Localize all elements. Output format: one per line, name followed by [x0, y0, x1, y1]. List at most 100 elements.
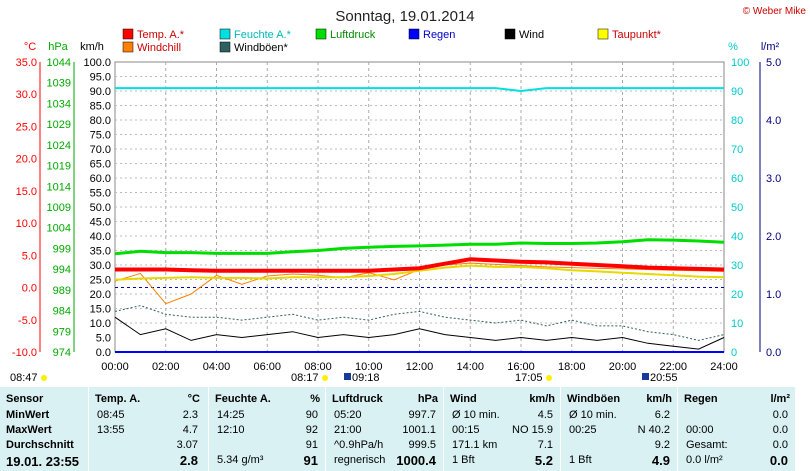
cell-label: 14:25 — [217, 409, 245, 421]
wind-tick-label: 50.0 — [90, 202, 111, 214]
cell-label: 05:20 — [334, 409, 362, 421]
moonrise-icon — [344, 373, 351, 380]
temp-tick-label: 20.0 — [16, 154, 37, 166]
temp-tick-label: -5.0 — [18, 315, 37, 327]
temp-tick-label: 15.0 — [16, 186, 37, 198]
x-tick-label: 24:00 — [710, 361, 738, 373]
rain-tick-label: 4.0 — [766, 115, 781, 127]
sunset-icon — [546, 375, 552, 381]
legend-swatch-2 — [315, 28, 327, 40]
cell-value: 9.2 — [654, 439, 670, 451]
cell-label: Ø 10 min. — [569, 409, 617, 421]
humidity-axis-unit: % — [728, 41, 738, 53]
humidity-tick-label: 30 — [731, 260, 743, 272]
grid-lines — [115, 62, 724, 352]
x-tick-label: 06:00 — [253, 361, 281, 373]
temp-tick-label: 0.0 — [22, 283, 37, 295]
legend-swatch-6 — [122, 41, 134, 53]
cell-label: 12:10 — [217, 424, 245, 436]
humidity-tick-label: 40 — [731, 231, 743, 243]
wind-tick-label: 35.0 — [90, 246, 111, 258]
wind-axis-unit: km/h — [80, 41, 104, 53]
chart-legend: Temp. A.* Feuchte A.* Luftdruck Regen Wind Ta… — [122, 28, 662, 54]
table-divider — [0, 386, 810, 387]
pressure-tick-label: 1044 — [47, 57, 71, 69]
bottom-time-markers: 00:00 02:00 04:00 06:00 08:00 10:00 12:00 14:00… — [10, 361, 738, 384]
cell-value: 5.2 — [534, 453, 553, 468]
wind-tick-label: 90.0 — [90, 86, 111, 98]
x-tick-label: 20:00 — [609, 361, 637, 373]
row-label-min: MinWert — [6, 409, 50, 421]
column-header: Wind — [450, 393, 477, 405]
cell-value: 92 — [305, 424, 318, 436]
temp-tick-label: 30.0 — [16, 89, 37, 101]
wind-tick-label: 15.0 — [90, 304, 111, 316]
row-label-avg: Durchschnitt — [6, 439, 74, 451]
humidity-tick-label: 20 — [731, 289, 743, 301]
x-tick-label: 02:00 — [152, 361, 180, 373]
row-label-current: 19.01. 23:55 — [6, 454, 80, 469]
legend-swatch-7 — [219, 41, 231, 53]
column-header: Luftdruck — [332, 393, 383, 405]
pressure-tick-label: 1004 — [47, 223, 71, 235]
wind-tick-label: 45.0 — [90, 217, 111, 229]
legend-label-5: Taupunkt* — [612, 29, 662, 41]
cell-value: 997.7 — [408, 409, 436, 421]
table-column: Feuchte A.% 14:25 90 12:10 92 91 5.34 g/m³ 91 — [208, 386, 326, 471]
cell-value: 4.5 — [537, 409, 553, 421]
legend-swatch-0 — [122, 28, 134, 40]
pressure-tick-label: 1034 — [47, 98, 71, 110]
pressure-tick-label: 989 — [53, 285, 71, 297]
rain-tick-label: 2.0 — [766, 231, 781, 243]
legend-label-2: Luftdruck — [330, 29, 376, 41]
pressure-tick-label: 984 — [53, 306, 71, 318]
cell-value: 2.8 — [179, 453, 198, 468]
weather-chart: Sonntag, 19.01.2014 © Weber Mike Temp. A… — [10, 6, 806, 384]
cell-value: 999.5 — [408, 439, 436, 451]
wind-tick-label: 80.0 — [90, 115, 111, 127]
pressure-tick-label: 1019 — [47, 161, 71, 173]
cell-label: 1 Bft — [569, 454, 592, 466]
cell-value: 91 — [303, 453, 318, 468]
pressure-tick-label: 1014 — [47, 181, 71, 193]
axis-tick-labels: °C hPa km/h% l/m² 35.0 30.0 25.0 20.0 15.0 10.0 5.… — [12, 41, 781, 359]
rain-tick-label: 1.0 — [766, 289, 781, 301]
humidity-tick-label: 80 — [731, 115, 743, 127]
pressure-tick-label: 994 — [53, 264, 71, 276]
moonrise-time: 09:18 — [352, 372, 380, 384]
sun-icon — [41, 375, 47, 381]
temp-tick-label: -10.0 — [12, 347, 37, 359]
cell-value: 0.0 — [772, 439, 788, 451]
table-column: Windböen km/h Ø 10 min. 6.2 00:25 N 40.2 9.2 1 … — [560, 386, 678, 471]
cell-value: 1000.4 — [396, 453, 436, 468]
column-unit: km/h — [646, 393, 672, 405]
humidity-tick-label: 70 — [731, 144, 743, 156]
wind-tick-label: 40.0 — [90, 231, 111, 243]
temp-tick-label: 10.0 — [16, 218, 37, 230]
wind-tick-label: 0.0 — [96, 347, 111, 359]
column-header: Windböen — [567, 393, 621, 405]
time-label-left: 08:47 — [10, 372, 38, 384]
cell-label: 5.34 g/m³ — [217, 454, 264, 466]
wind-tick-label: 65.0 — [90, 159, 111, 171]
cell-value: 1001.1 — [402, 424, 436, 436]
rain-tick-label: 0.0 — [766, 347, 781, 359]
wind-tick-label: 10.0 — [90, 318, 111, 330]
column-unit: % — [310, 393, 320, 405]
legend-label-3: Regen — [423, 29, 455, 41]
temp-tick-label: 35.0 — [16, 57, 37, 69]
sunrise-icon — [322, 375, 328, 381]
cell-label: 1 Bft — [452, 454, 475, 466]
wind-tick-label: 60.0 — [90, 173, 111, 185]
cell-label: 00:15 — [452, 424, 480, 436]
rain-tick-label: 3.0 — [766, 173, 781, 185]
cell-value: 0.0 — [772, 424, 788, 436]
table-column: Temp. A. °C 08:45 2.3 13:55 4.7 3.07 2.8 — [88, 386, 206, 471]
x-tick-label: 16:00 — [507, 361, 535, 373]
cell-value: 91 — [305, 439, 318, 451]
column-unit: l/m² — [770, 393, 790, 405]
cell-value: 0.0 — [769, 453, 788, 468]
x-tick-label: 22:00 — [659, 361, 687, 373]
statistics-table: Sensor MinWert MaxWert Durchschnitt 19.0… — [0, 386, 810, 471]
x-tick-label: 04:00 — [203, 361, 231, 373]
